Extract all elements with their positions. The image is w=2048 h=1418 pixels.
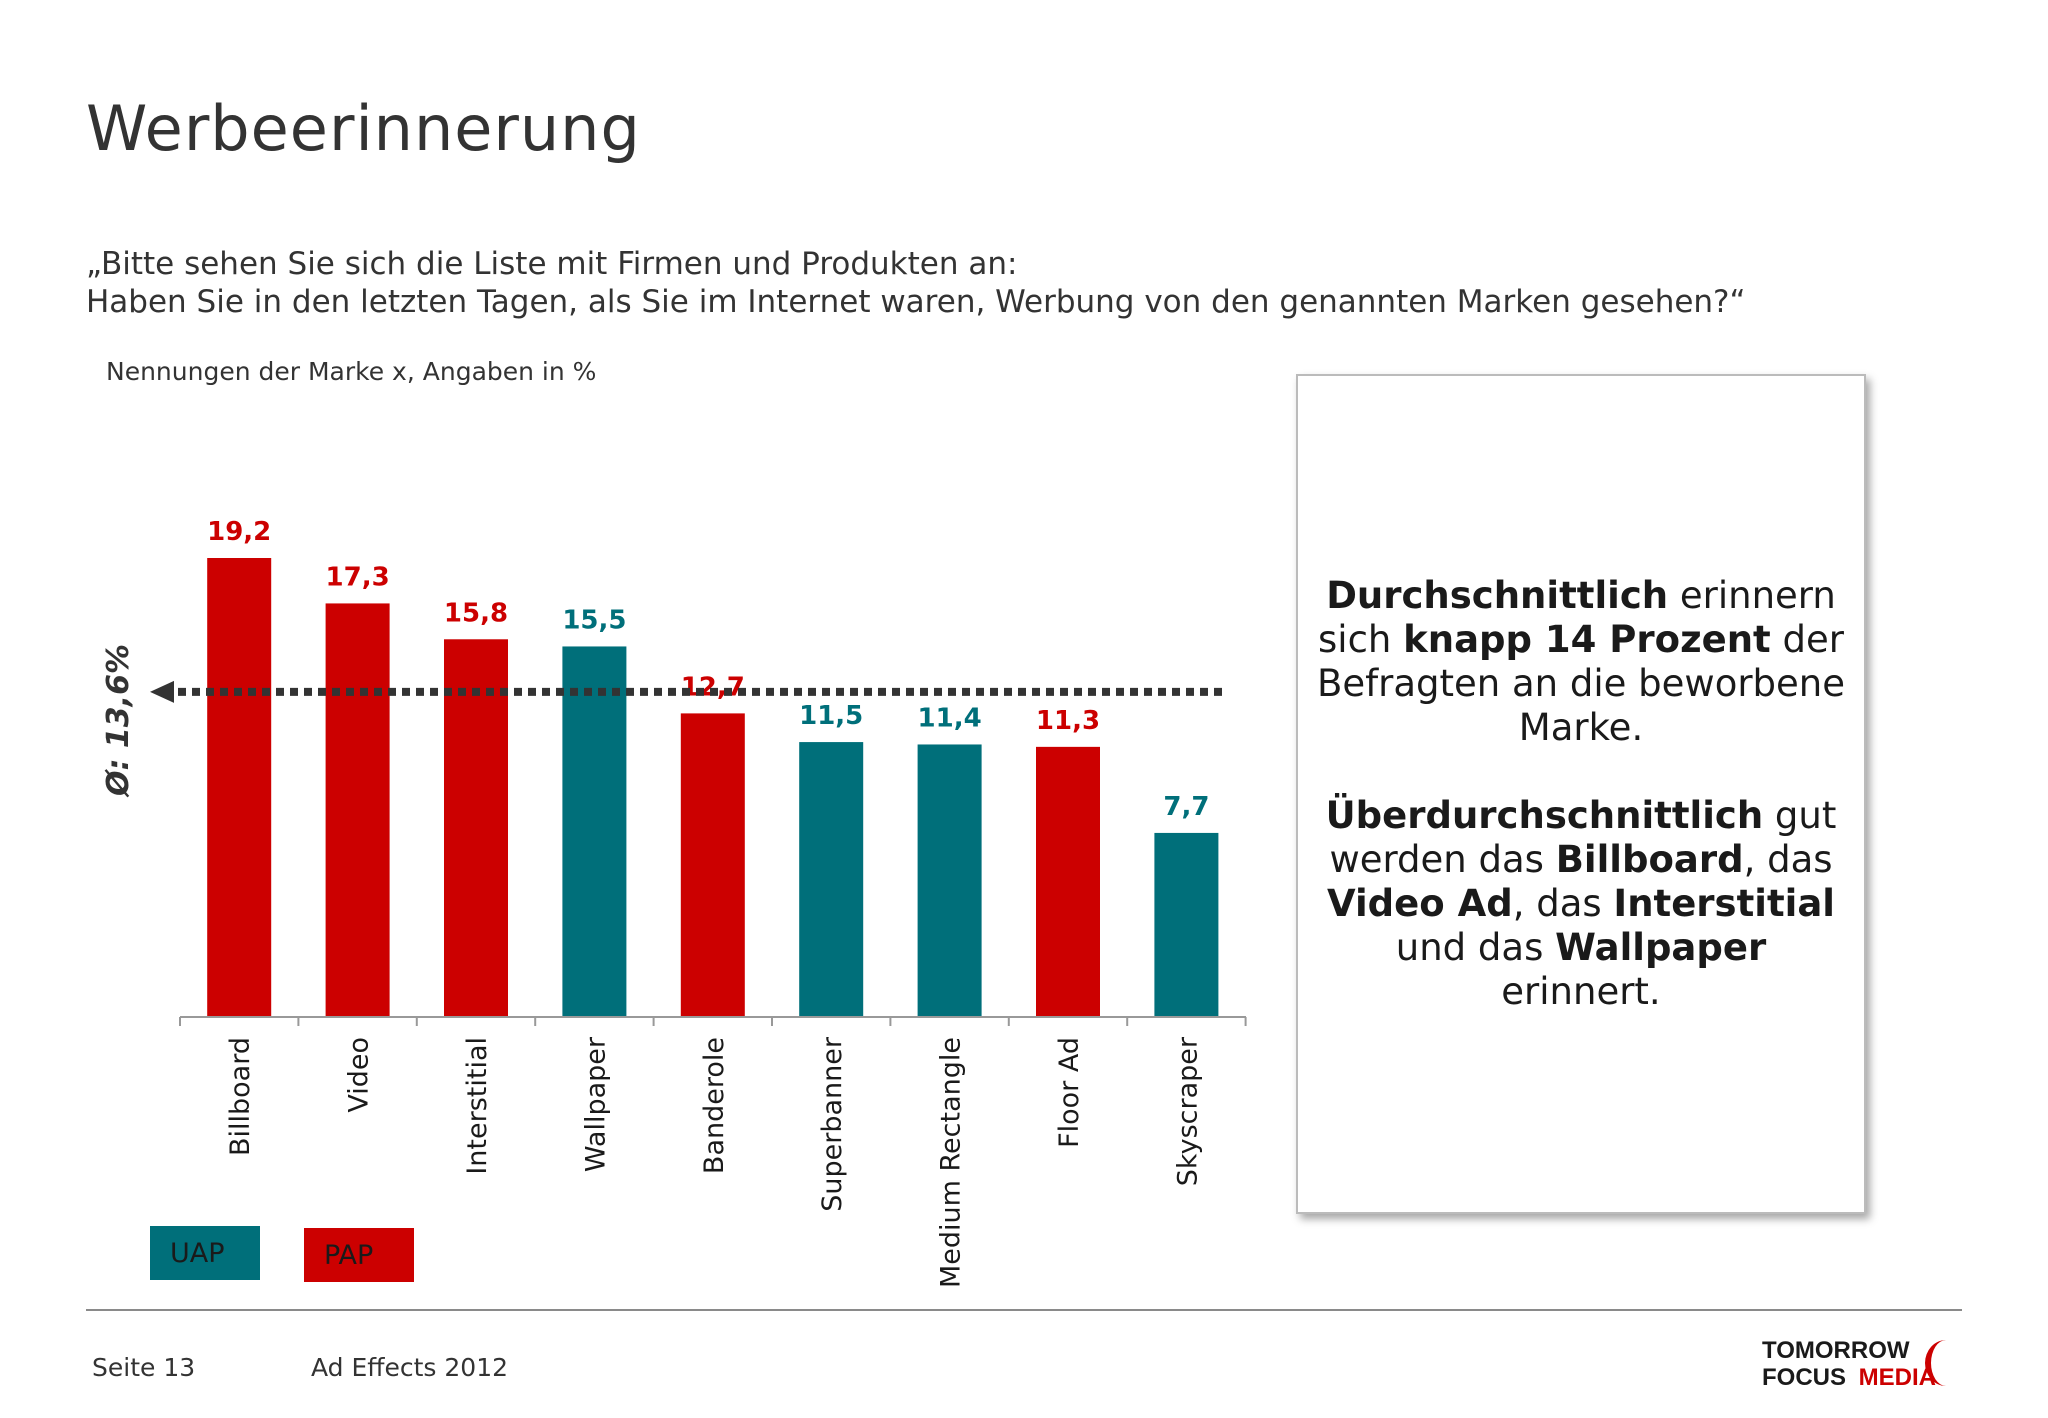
bar-banderole	[680, 713, 745, 1017]
company-logo: TOMORROW FOCUS MEDIA	[1762, 1337, 1946, 1390]
info-paragraph-average: Durchschnittlich erinnern sich knapp 14 …	[1316, 574, 1846, 749]
average-label: Ø: 13,6%	[101, 644, 136, 798]
footer-page-number: Seite 13	[92, 1353, 196, 1382]
svg-text:FOCUS MEDIA: FOCUS MEDIA	[1762, 1364, 1936, 1390]
bar-value-label: 12,7	[681, 672, 745, 702]
bar-skyscraper	[1154, 832, 1219, 1017]
bar-value-label: 19,2	[207, 517, 271, 547]
x-tick-label: Banderole	[699, 1037, 730, 1174]
bar-superbanner	[799, 742, 864, 1017]
average-arrow-icon	[150, 680, 174, 703]
x-tick-label: Interstitial	[462, 1037, 493, 1175]
footer-divider	[86, 1309, 1962, 1311]
bar-floor-ad	[1036, 746, 1100, 1017]
bar-value-label: 11,3	[1036, 706, 1100, 736]
bar-medium-rectangle	[917, 744, 982, 1017]
footer-event-name: Ad Effects 2012	[311, 1353, 509, 1382]
logo-text-media: MEDIA	[1859, 1364, 1936, 1390]
bar-interstitial	[444, 639, 508, 1017]
x-tick-label: Medium Rectangle	[936, 1037, 967, 1288]
bar-value-label: 11,4	[918, 703, 982, 733]
bar-value-label: 7,7	[1163, 792, 1209, 822]
x-tick-label: Floor Ad	[1054, 1037, 1085, 1148]
legend-pap-label: PAP	[324, 1239, 374, 1271]
bar-video	[325, 603, 390, 1017]
info-box: Durchschnittlich erinnern sich knapp 14 …	[1296, 374, 1866, 1214]
legend-uap-label: UAP	[170, 1237, 225, 1269]
bar-value-label: 15,5	[562, 605, 626, 635]
chart-subtitle: Nennungen der Marke x, Angaben in %	[106, 357, 597, 386]
x-tick-label: Skyscraper	[1172, 1036, 1203, 1186]
average-layer: Ø: 13,6%	[101, 644, 1225, 798]
bar-wallpaper	[562, 646, 627, 1017]
bar-billboard	[207, 558, 272, 1017]
bar-value-label: 11,5	[799, 701, 863, 731]
x-tick-label: Video	[344, 1037, 375, 1113]
x-tick-label: Billboard	[225, 1037, 256, 1156]
x-tick-label: Superbanner	[817, 1036, 848, 1212]
page-title: Werbeerinnerung	[86, 92, 641, 165]
bar-value-label: 15,8	[444, 598, 508, 628]
logo-text-tomorrow: TOMORROW	[1762, 1337, 1910, 1364]
survey-question-line-1: „Bitte sehen Sie sich die Liste mit Firm…	[86, 246, 1018, 282]
bars-layer: 19,2 17,3 15,8 15,5 12,7 11,5 11,4 11,3 7,7	[207, 517, 1219, 1017]
survey-question-line-2: Haben Sie in den letzten Tagen, als Sie …	[86, 284, 1746, 320]
x-tick-label: Wallpaper	[580, 1036, 611, 1172]
bar-value-label: 17,3	[326, 562, 390, 592]
logo-ring-icon	[1925, 1340, 1946, 1386]
x-axis: Billboard Video Interstitial Wallpaper Bande…	[179, 1016, 1247, 1288]
legend-pap: PAP	[304, 1228, 414, 1282]
bar-chart: 19,2 17,3 15,8 15,5 12,7 11,5 11,4 11,3 7,7 Ø: 1…	[101, 517, 1247, 1288]
legend-uap: UAP	[150, 1226, 260, 1280]
logo-text-focus: FOCUS	[1762, 1364, 1846, 1390]
info-paragraph-above-average: Überdurchschnittlich gut werden das Bill…	[1325, 794, 1837, 1013]
